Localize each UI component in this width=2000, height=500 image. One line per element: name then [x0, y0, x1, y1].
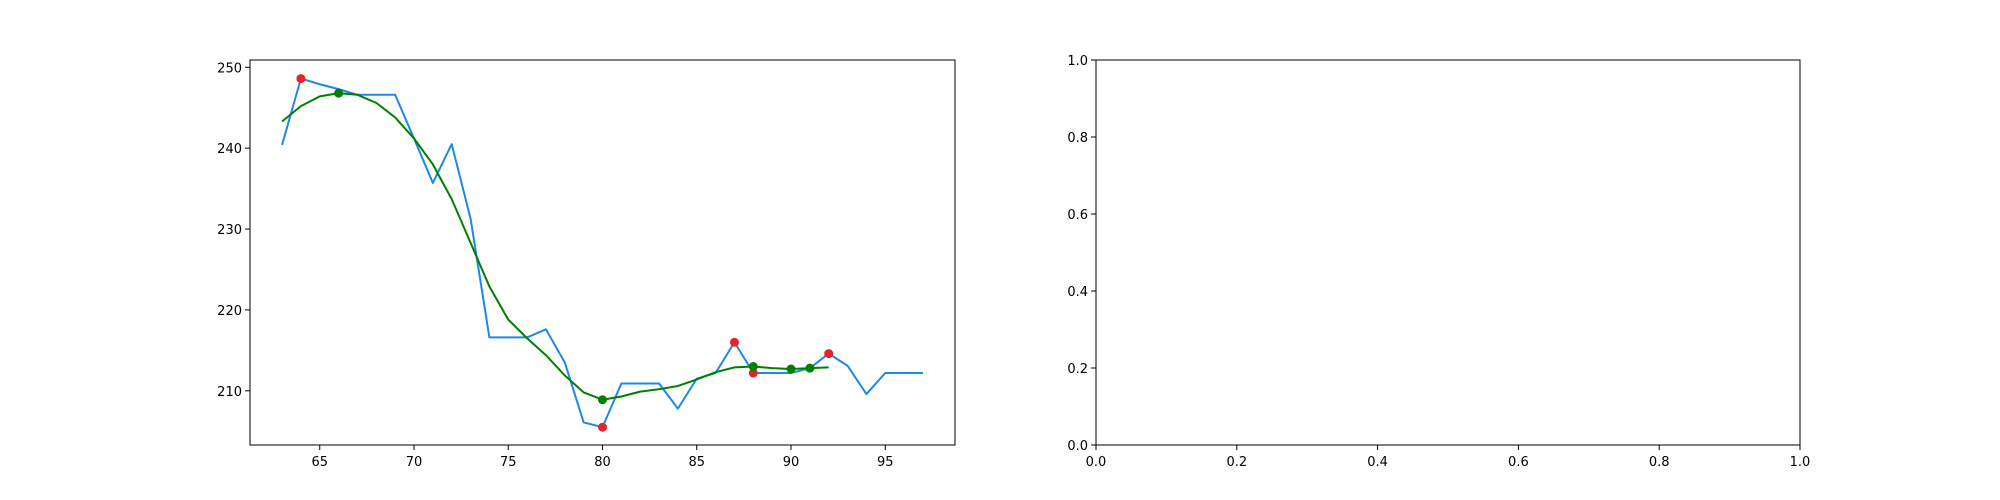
marker-point: [786, 364, 796, 374]
marker-point: [824, 349, 834, 359]
y-tick-label: 240: [217, 142, 242, 157]
marker-point: [598, 422, 607, 432]
x-tick-label: 85: [688, 455, 705, 470]
x-tick-label: 0.4: [1367, 455, 1388, 470]
y-tick-label: 0.0: [1067, 439, 1088, 454]
x-tick-label: 0.0: [1086, 455, 1107, 470]
left-axes: 65 70 75 80 85 90 95 210 220 230 240 250: [217, 59, 956, 470]
right-axes: 0.0 0.2 0.4 0.6 0.8 1.0 0.0 0.2 0.4 0.6 0.8 1.0: [1067, 54, 1810, 470]
y-tick-label: 210: [217, 385, 242, 400]
x-tick-label: 0.8: [1649, 455, 1670, 470]
series-line-2: [281, 92, 829, 401]
y-tick-label: 1.0: [1067, 54, 1088, 69]
x-tick-label: 90: [783, 455, 800, 470]
marker-point: [805, 363, 815, 373]
x-tick-label: 70: [406, 455, 423, 470]
y-tick-label: 0.6: [1067, 208, 1088, 223]
marker-point: [748, 362, 758, 372]
y-tick-label: 0.8: [1067, 131, 1088, 146]
x-tick-label: 95: [877, 455, 894, 470]
marker-point: [748, 368, 758, 378]
marker-point: [296, 74, 306, 84]
x-tick-label: 0.2: [1226, 455, 1247, 470]
marker-point: [598, 395, 607, 405]
x-tick-label: 1.0: [1790, 455, 1811, 470]
axes-frame: [1095, 59, 1801, 446]
y-tick-label: 0.2: [1067, 362, 1088, 377]
y-tick-label: 230: [217, 223, 242, 238]
x-tick-label: 75: [500, 455, 517, 470]
y-tick-label: 220: [217, 304, 242, 319]
x-tick-label: 65: [311, 455, 328, 470]
y-tick-label: 250: [217, 61, 242, 76]
marker-point: [729, 337, 739, 347]
x-tick-label: 80: [594, 455, 611, 470]
marker-point: [334, 88, 344, 98]
x-tick-label: 0.6: [1508, 455, 1529, 470]
y-tick-label: 0.4: [1067, 285, 1088, 300]
